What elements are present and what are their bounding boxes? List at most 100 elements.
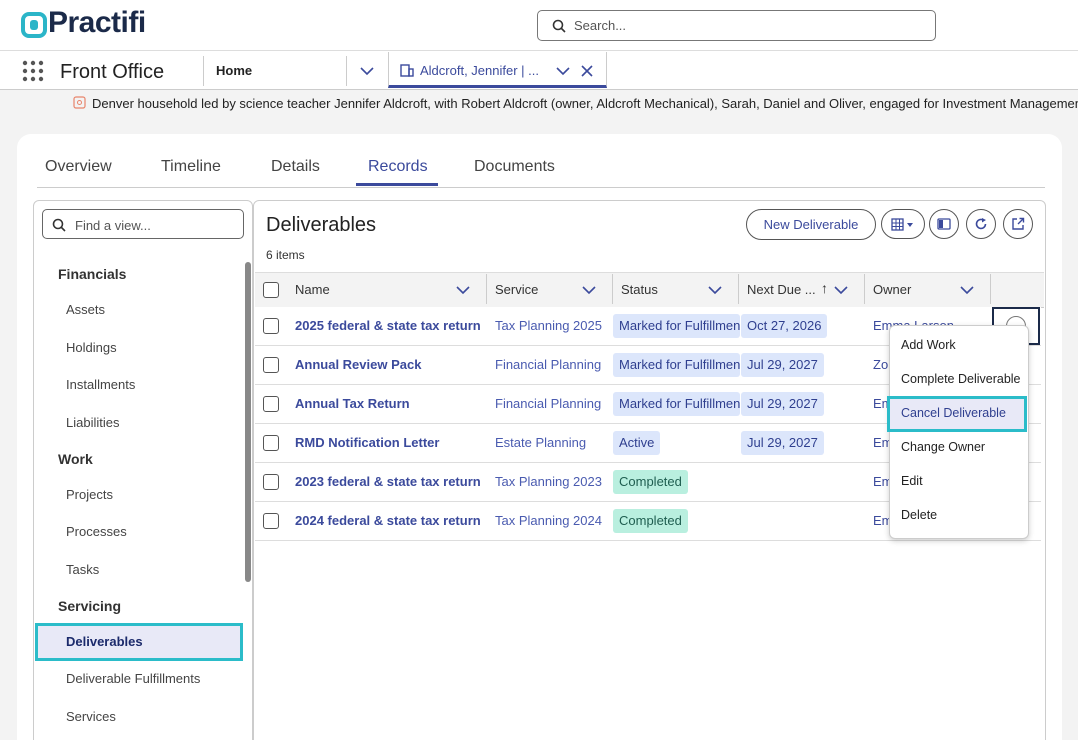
close-tab[interactable] [581, 65, 593, 77]
menu-item[interactable]: Edit [901, 474, 923, 488]
popout-button[interactable] [1003, 209, 1033, 239]
nav-tab[interactable]: Aldcroft, Jennifer | ... [420, 63, 539, 78]
sort-arrow: ↑ [821, 280, 828, 296]
deliverable-name[interactable]: Annual Review Pack [295, 357, 422, 372]
nav-item[interactable]: Projects [66, 486, 113, 502]
column-header: Service [495, 282, 539, 297]
nav-item[interactable]: Tasks [66, 561, 100, 577]
menu-item[interactable]: Complete Deliverable [901, 372, 1021, 386]
app-launcher[interactable] [22, 60, 44, 82]
owner[interactable]: Em [873, 474, 893, 489]
nav-item[interactable]: Deliverables [66, 633, 143, 649]
display-as-button[interactable] [881, 209, 925, 239]
highlighted-menu-item [887, 396, 1027, 432]
menu-item[interactable]: Change Owner [901, 440, 986, 454]
select-all-checkbox[interactable] [263, 282, 279, 298]
deliverable-name[interactable]: RMD Notification Letter [295, 435, 440, 450]
column-header: Next Due ... [747, 282, 816, 297]
status-badge: Marked for Fulfillment [613, 353, 740, 377]
refresh-button[interactable] [966, 209, 996, 239]
search-box[interactable]: Search... [537, 10, 936, 41]
column-menu[interactable] [708, 285, 722, 295]
record-tab[interactable]: Details [271, 158, 320, 175]
nav-group-title: Financials [58, 266, 127, 282]
sidebar-toggle-button[interactable] [929, 209, 959, 239]
nav-item[interactable]: Services [66, 708, 116, 724]
list-title: Deliverables [266, 214, 377, 236]
selected-view [35, 622, 243, 661]
nav-group-title: Work [58, 450, 93, 467]
record-tab[interactable]: Records [368, 158, 428, 175]
nav-item[interactable]: Liabilities [66, 414, 120, 430]
status-badge: Marked for Fulfillment [613, 314, 740, 338]
due-date-badge: Jul 29, 2027 [741, 353, 824, 377]
service-link[interactable]: Financial Planning [495, 396, 602, 411]
column-divider [990, 274, 991, 304]
deliverable-name[interactable]: 2023 federal & state tax return [295, 474, 481, 489]
status-badge: Marked for Fulfillment [613, 392, 740, 416]
menu-item[interactable]: Add Work [901, 338, 956, 352]
list-panel [253, 200, 1046, 740]
column-header: Owner [873, 282, 912, 297]
status-badge: Completed [613, 470, 688, 494]
view-search-placeholder: Find a view... [75, 218, 151, 233]
due-date-badge: Jul 29, 2027 [741, 392, 824, 416]
row-checkbox[interactable] [263, 513, 279, 529]
due-date-badge: Jul 29, 2027 [741, 431, 824, 455]
row-checkbox[interactable] [263, 357, 279, 373]
household-summary: Denver household led by science teacher … [92, 96, 1078, 111]
nav-item[interactable]: Holdings [66, 339, 117, 355]
row-checkbox[interactable] [263, 318, 279, 334]
column-header: Status [621, 282, 658, 297]
deliverable-name[interactable]: 2025 federal & state tax return [295, 318, 481, 333]
column-menu[interactable] [960, 285, 974, 295]
row-checkbox[interactable] [263, 435, 279, 451]
record-tab[interactable]: Timeline [161, 158, 221, 175]
service-link[interactable]: Estate Planning [495, 435, 587, 450]
nav-item[interactable]: Installments [66, 377, 136, 392]
record-tab[interactable]: Overview [45, 158, 112, 175]
nav-tab[interactable]: Home [216, 63, 253, 78]
row-checkbox[interactable] [263, 396, 279, 412]
column-menu[interactable] [456, 285, 470, 295]
scrollbar[interactable] [245, 262, 251, 582]
logo-text: Practifi [48, 6, 146, 39]
menu-item[interactable]: Cancel Deliverable [901, 406, 1006, 420]
summary-icon [73, 96, 86, 109]
nav-chevron[interactable] [360, 66, 374, 76]
column-divider [738, 274, 739, 304]
sidebar [33, 200, 253, 740]
active-tab-underline [356, 183, 438, 186]
column-menu[interactable] [834, 285, 848, 295]
service-link[interactable]: Tax Planning 2025 [495, 318, 602, 333]
nav-item[interactable]: Deliverable Fulfillments [66, 671, 201, 686]
active-nav-tab[interactable] [388, 52, 607, 88]
household-icon [400, 64, 414, 77]
column-divider [612, 274, 613, 304]
service-link[interactable]: Tax Planning 2024 [495, 513, 602, 528]
owner[interactable]: Em [873, 513, 893, 528]
menu-item[interactable]: Delete [901, 508, 938, 522]
due-date-badge: Oct 27, 2026 [741, 314, 828, 338]
service-link[interactable]: Financial Planning [495, 357, 602, 372]
item-count: 6 items [266, 248, 305, 262]
deliverable-name[interactable]: 2024 federal & state tax return [295, 513, 481, 528]
service-link[interactable]: Tax Planning 2023 [495, 474, 602, 489]
nav-chevron[interactable] [556, 66, 570, 76]
owner[interactable]: Zo [873, 357, 889, 372]
deliverable-name[interactable]: Annual Tax Return [295, 396, 410, 411]
record-tab[interactable]: Documents [474, 158, 555, 175]
column-divider [486, 274, 487, 304]
column-divider [864, 274, 865, 304]
row-checkbox[interactable] [263, 474, 279, 490]
divider [203, 56, 204, 86]
nav-item[interactable]: Assets [66, 302, 106, 317]
view-search[interactable]: Find a view... [42, 209, 244, 239]
owner[interactable]: Em [873, 435, 893, 450]
column-menu[interactable] [582, 285, 596, 295]
nav-item[interactable]: Processes [66, 524, 127, 539]
new-deliverable-button[interactable]: New Deliverable [746, 209, 876, 240]
status-badge: Completed [613, 509, 688, 533]
search-placeholder: Search... [574, 18, 627, 33]
